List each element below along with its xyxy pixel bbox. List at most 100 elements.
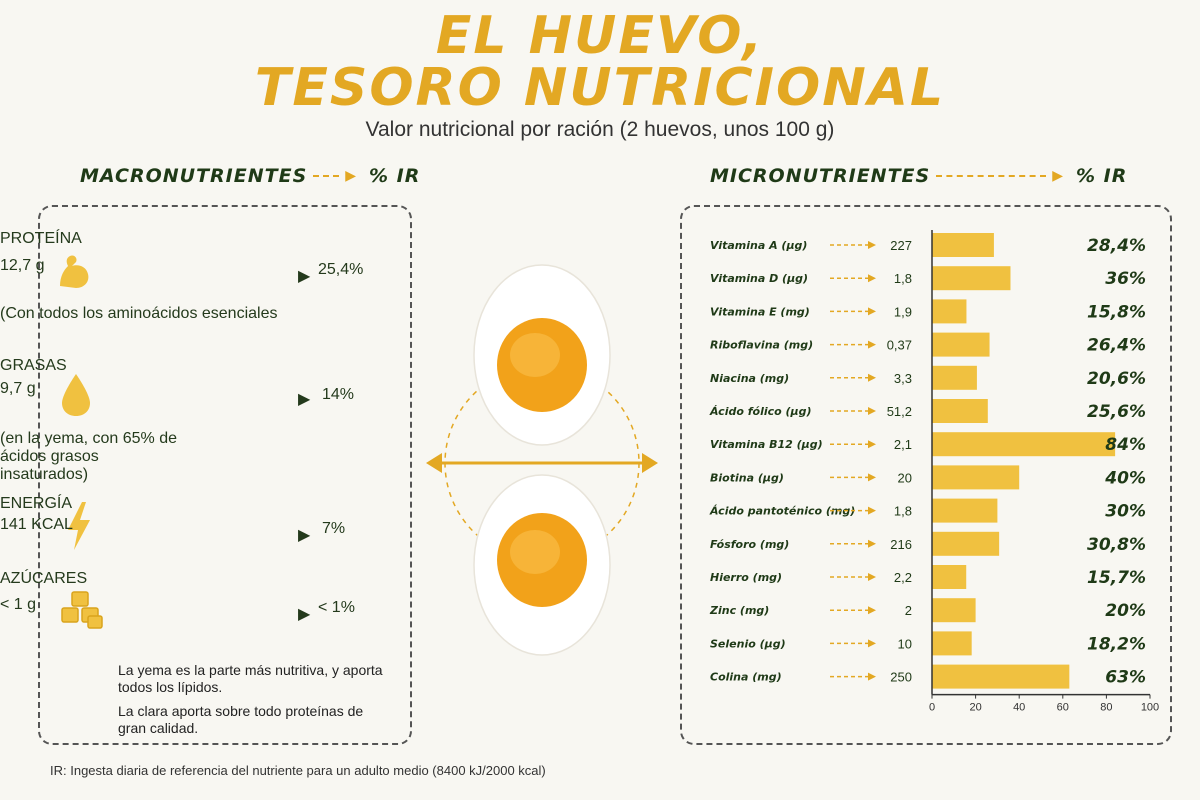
macro-header: MACRONUTRIENTES ▶ % IR [80,165,420,187]
category-label: Fósforo (mg) [710,538,789,551]
bar [932,332,990,357]
micro-header-pct: % IR [1075,165,1128,187]
category-label: Vitamina D (µg) [710,272,808,285]
bar [932,266,1011,291]
macro-header-label: MACRONUTRIENTES [80,165,308,187]
bar [932,233,994,257]
value-label: 15,8% [1087,302,1146,322]
arrow-icon [868,672,876,681]
value-label: 40% [1104,468,1146,488]
value-label: 28,4% [1087,236,1146,256]
bar [932,365,977,390]
footnote: IR: Ingesta diaria de referencia del nut… [50,763,546,778]
amount-label: 227 [890,238,912,253]
category-label: Vitamina E (mg) [710,305,810,318]
bar [932,598,976,623]
x-tick-label: 80 [1100,702,1112,714]
bar [932,432,1116,457]
arrow-icon [868,473,876,482]
bar [932,299,967,324]
macro-value: 12,7 g [0,257,45,274]
value-label: 30,8% [1087,535,1146,555]
amount-label: 10 [898,636,912,651]
micronutrients-panel [680,205,1172,745]
arrow-icon [868,506,876,515]
bar [932,631,972,656]
drop-icon [62,374,90,416]
macro-name: ENERGÍA [0,495,73,512]
macro-note: (en la yema, con 65% de ácidos grasos in… [0,430,177,483]
amount-label: 250 [890,670,912,685]
macro-name: GRASAS [0,357,67,374]
arrow-icon: ▶ [298,268,311,285]
value-label: 84% [1105,435,1146,455]
amount-label: 51,2 [887,404,912,419]
category-label: Riboflavina (mg) [710,339,813,352]
amount-label: 3,3 [894,371,912,386]
arrow-icon [868,606,876,615]
bicep-icon [60,255,89,288]
amount-label: 0,37 [887,338,912,353]
category-label: Colina (mg) [710,671,782,684]
value-label: 36% [1105,269,1146,289]
bar [932,465,1020,490]
bar [932,399,988,423]
value-label: 20% [1105,601,1146,621]
arrow-icon [868,639,876,648]
macro-name: PROTEÍNA [0,230,82,247]
macro-value: 141 KCAL [0,516,73,533]
arrow-icon [868,241,876,249]
amount-label: 2,1 [894,437,912,452]
arrow-icon [868,573,876,581]
arrow-icon: ▶ [1052,168,1064,184]
macro-header-pct: % IR [369,165,421,187]
category-label: Vitamina B12 (µg) [710,438,823,451]
category-label: Biotina (µg) [710,471,784,484]
title-line-2: TESORO NUTRICIONAL [254,58,946,118]
sugar-cubes-icon [61,591,103,629]
category-label: Zinc (mg) [709,604,769,617]
x-tick-label: 40 [1013,702,1025,714]
arrow-icon [868,340,876,349]
bar [932,531,1000,556]
amount-label: 1,9 [894,304,912,319]
macro-percent: < 1% [318,599,355,616]
x-tick-label: 100 [1141,702,1159,714]
amount-label: 2 [905,603,912,618]
micro-header: MICRONUTRIENTES ▶ % IR [710,165,1127,187]
x-tick-label: 60 [1057,702,1069,714]
white-note: La clara aporta sobre todo proteínas de … [118,703,364,736]
amount-label: 2,2 [894,570,912,585]
category-label: Vitamina A (µg) [710,239,807,252]
egg-illustration [426,264,658,656]
micro-header-label: MICRONUTRIENTES [710,165,931,187]
category-label: Hierro (mg) [710,571,782,584]
macro-value: 9,7 g [0,380,36,397]
bar [932,498,998,523]
value-label: 30% [1105,502,1146,522]
lightning-icon [68,502,90,550]
arrow-icon: ▶ [298,527,311,544]
arrow-icon [868,307,876,316]
macro-value: < 1 g [0,596,37,613]
x-tick-label: 0 [929,702,935,714]
value-label: 20,6% [1087,369,1146,389]
arrow-icon [868,440,876,449]
amount-label: 1,8 [894,271,912,286]
x-tick-label: 20 [969,702,981,714]
arrow-icon [868,539,876,548]
value-label: 15,7% [1087,568,1146,588]
arrow-icon: ▶ [345,168,358,184]
category-label: Ácido fólico (µg) [709,405,812,418]
amount-label: 20 [898,470,912,485]
value-label: 26,4% [1087,336,1146,356]
bar [932,664,1070,689]
macro-percent: 14% [322,386,355,403]
amount-label: 1,8 [894,504,912,519]
value-label: 25,6% [1087,402,1146,422]
arrow-right-icon [642,453,658,473]
macro-percent: 7% [322,520,346,537]
arrow-icon: ▶ [298,606,311,623]
amount-label: 216 [890,537,912,552]
micro-header-dash [936,175,1047,177]
